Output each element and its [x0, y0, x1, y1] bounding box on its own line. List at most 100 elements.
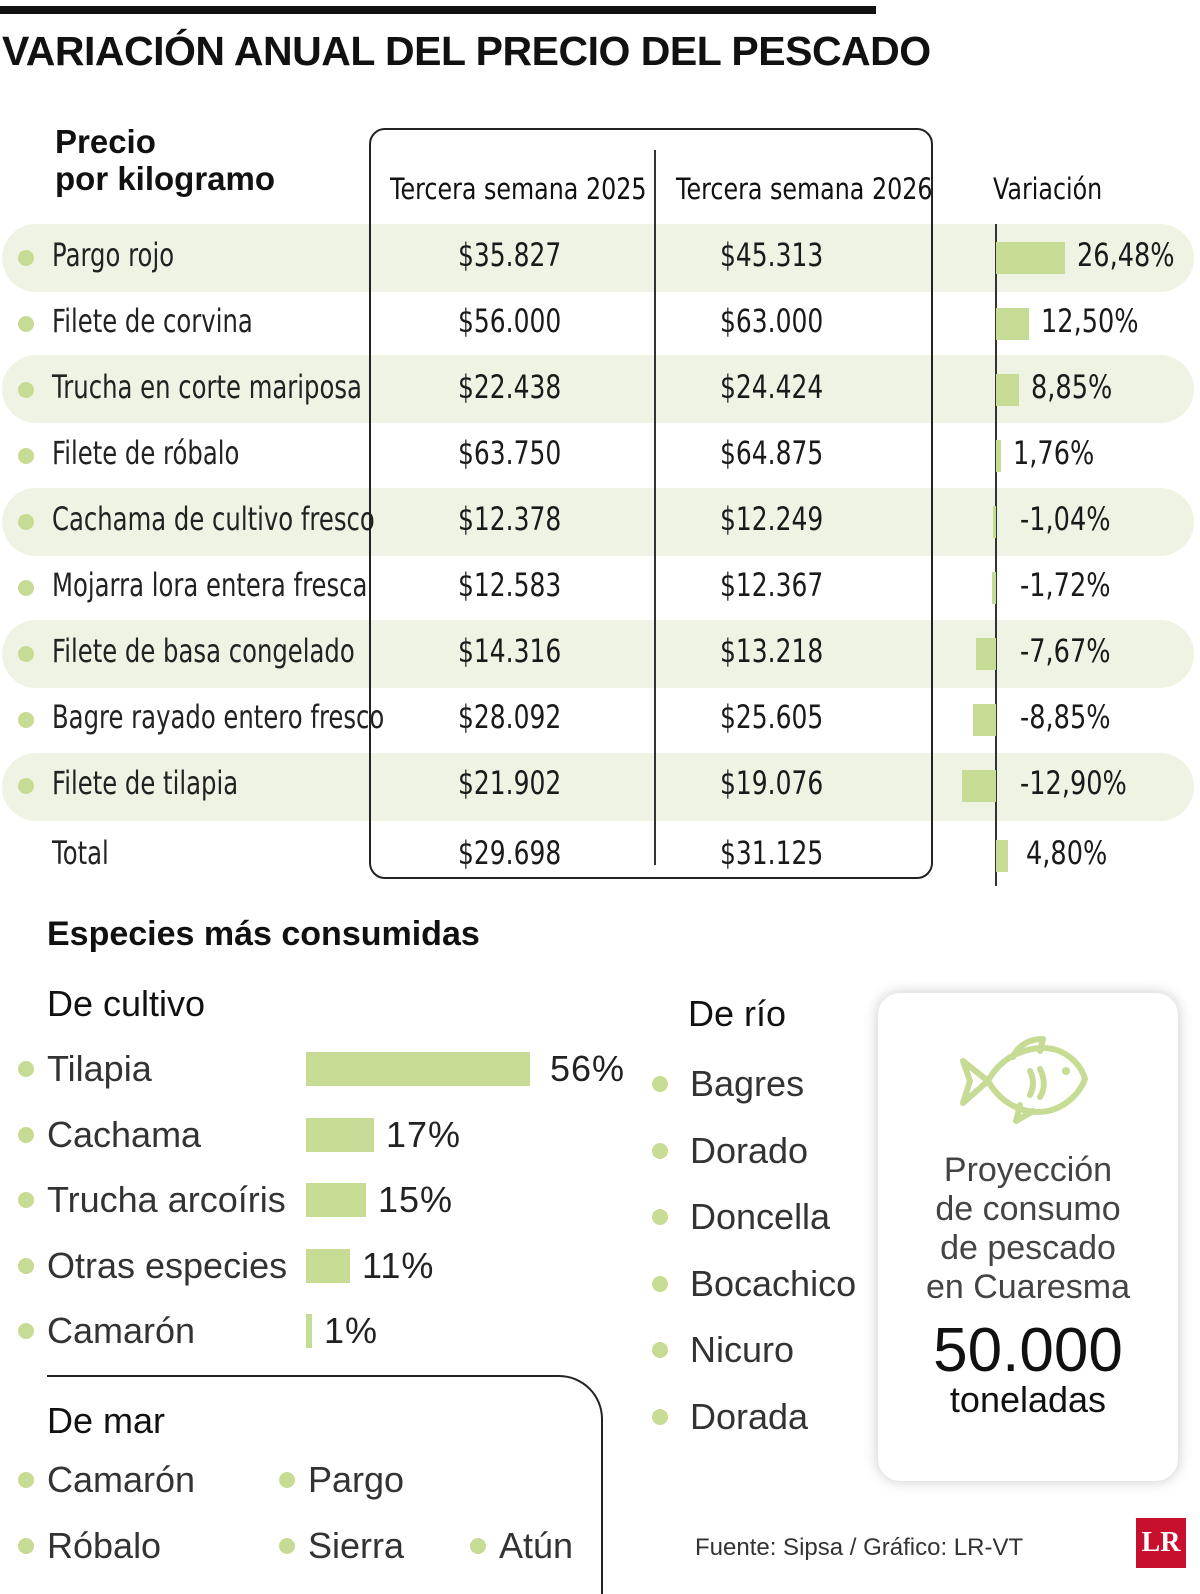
fish-name: Trucha en corte mariposa: [52, 368, 362, 406]
bullet-dot: [18, 1472, 34, 1488]
price-2025: $22.438: [458, 368, 562, 406]
price-2025: $12.378: [458, 500, 562, 538]
column-divider: [654, 150, 656, 865]
bullet-dot: [18, 580, 34, 596]
fish-name: Filete de basa congelado: [52, 632, 355, 670]
variation-label: 12,50%: [1040, 302, 1139, 340]
cultivo-bar: [306, 1314, 312, 1348]
price-2026: $12.367: [720, 566, 824, 604]
price-2026: $24.424: [720, 368, 824, 406]
price-2025: $28.092: [458, 698, 562, 736]
cultivo-bar: [306, 1248, 350, 1283]
lr-logo: LR: [1136, 1518, 1186, 1568]
bullet-dot: [18, 250, 34, 266]
bullet-dot: [18, 1323, 34, 1339]
column-header-2026: Tercera semana 2026: [676, 172, 933, 206]
rio-name: Bocachico: [690, 1262, 857, 1304]
variation-label: -7,67%: [1020, 632, 1111, 670]
variation-label: 8,85%: [1031, 368, 1113, 406]
cultivo-name: Trucha arcoíris: [47, 1179, 286, 1220]
variation-bar: [996, 374, 1019, 406]
top-rule: [0, 6, 876, 14]
price-2025: $21.902: [458, 764, 562, 802]
bullet-dot: [652, 1209, 668, 1225]
card-line4: en Cuaresma: [925, 1268, 1131, 1306]
fish-name: Pargo rojo: [52, 236, 175, 274]
variation-bar: [972, 704, 996, 736]
bullet-dot: [652, 1076, 668, 1092]
bullet-dot: [18, 712, 34, 728]
variation-label: 26,48%: [1076, 236, 1175, 274]
bullet-dot: [18, 646, 34, 662]
mar-name: Róbalo: [47, 1525, 162, 1566]
fish-name: Bagre rayado entero fresco: [52, 698, 385, 736]
price-2026: $64.875: [720, 434, 824, 472]
variation-label: -1,04%: [1020, 500, 1111, 538]
bullet-dot: [18, 514, 34, 530]
rio-name: Dorado: [690, 1129, 809, 1171]
card-line1: Proyección: [943, 1151, 1113, 1189]
total-2025: $29.698: [458, 834, 562, 872]
rio-title: De río: [688, 993, 787, 1034]
bullet-dot: [18, 1126, 34, 1143]
variation-bar: [993, 506, 996, 538]
fish-name: Cachama de cultivo fresco: [52, 500, 375, 538]
price-2025: $35.827: [458, 236, 562, 274]
cultivo-name: Cachama: [47, 1113, 202, 1155]
rio-name: Doncella: [690, 1196, 831, 1237]
projection-unit: toneladas: [949, 1379, 1107, 1420]
variation-axis: [995, 224, 997, 886]
cultivo-name: Camarón: [47, 1310, 196, 1351]
row-header-line2: por kilogramo: [55, 160, 276, 197]
variation-label: -12,90%: [1020, 764, 1127, 802]
cultivo-value: 56%: [550, 1048, 626, 1089]
price-2026: $12.249: [720, 500, 824, 538]
projection-card: Proyección de consumo de pescado en Cuar…: [878, 993, 1178, 1481]
variation-bar: [996, 308, 1029, 340]
variation-label: -8,85%: [1020, 698, 1111, 736]
mar-name: Camarón: [47, 1459, 196, 1500]
variation-bar: [996, 440, 1001, 472]
bullet-dot: [279, 1472, 295, 1488]
rio-name: Dorada: [690, 1395, 809, 1437]
rio-name: Bagres: [690, 1063, 805, 1104]
variation-bar: [996, 242, 1065, 274]
cultivo-value: 15%: [378, 1179, 454, 1220]
variation-label: 1,76%: [1012, 434, 1094, 472]
price-columns-frame: [369, 128, 933, 879]
variation-bar: [991, 572, 996, 604]
price-2026: $19.076: [720, 764, 824, 802]
column-header-variation: Variación: [993, 172, 1103, 206]
cultivo-value: 1%: [324, 1310, 379, 1351]
fish-icon: [960, 1036, 1088, 1124]
variation-bar: [962, 770, 996, 802]
bullet-dot: [652, 1342, 668, 1358]
bullet-dot: [18, 1192, 34, 1208]
cultivo-value: 17%: [386, 1113, 462, 1155]
bullet-dot: [18, 1061, 34, 1077]
mar-frame: [47, 1375, 603, 1594]
card-line3: de pescado: [940, 1229, 1116, 1267]
bullet-dot: [18, 316, 34, 332]
mar-title: De mar: [47, 1400, 166, 1441]
fish-name: Filete de corvina: [52, 302, 253, 340]
page-title: VARIACIÓN ANUAL DEL PRECIO DEL PESCADO: [2, 28, 931, 74]
species-title: Especies más consumidas: [47, 915, 480, 953]
cultivo-bar: [306, 1117, 374, 1152]
bullet-dot: [652, 1275, 668, 1292]
fish-name: Mojarra lora entera fresca: [52, 566, 368, 604]
cultivo-bar: [306, 1052, 530, 1086]
rio-name: Nicuro: [690, 1329, 795, 1370]
price-2026: $63.000: [720, 302, 824, 340]
cultivo-value: 11%: [362, 1244, 435, 1286]
fish-name: Filete de róbalo: [52, 434, 240, 472]
price-2025: $63.750: [458, 434, 562, 472]
variation-label: -1,72%: [1020, 566, 1111, 604]
bullet-dot: [652, 1408, 668, 1425]
cultivo-title: De cultivo: [47, 983, 206, 1024]
bullet-dot: [18, 778, 34, 794]
cultivo-bar: [306, 1183, 366, 1217]
price-2025: $56.000: [458, 302, 562, 340]
price-2026: $25.605: [720, 698, 824, 736]
